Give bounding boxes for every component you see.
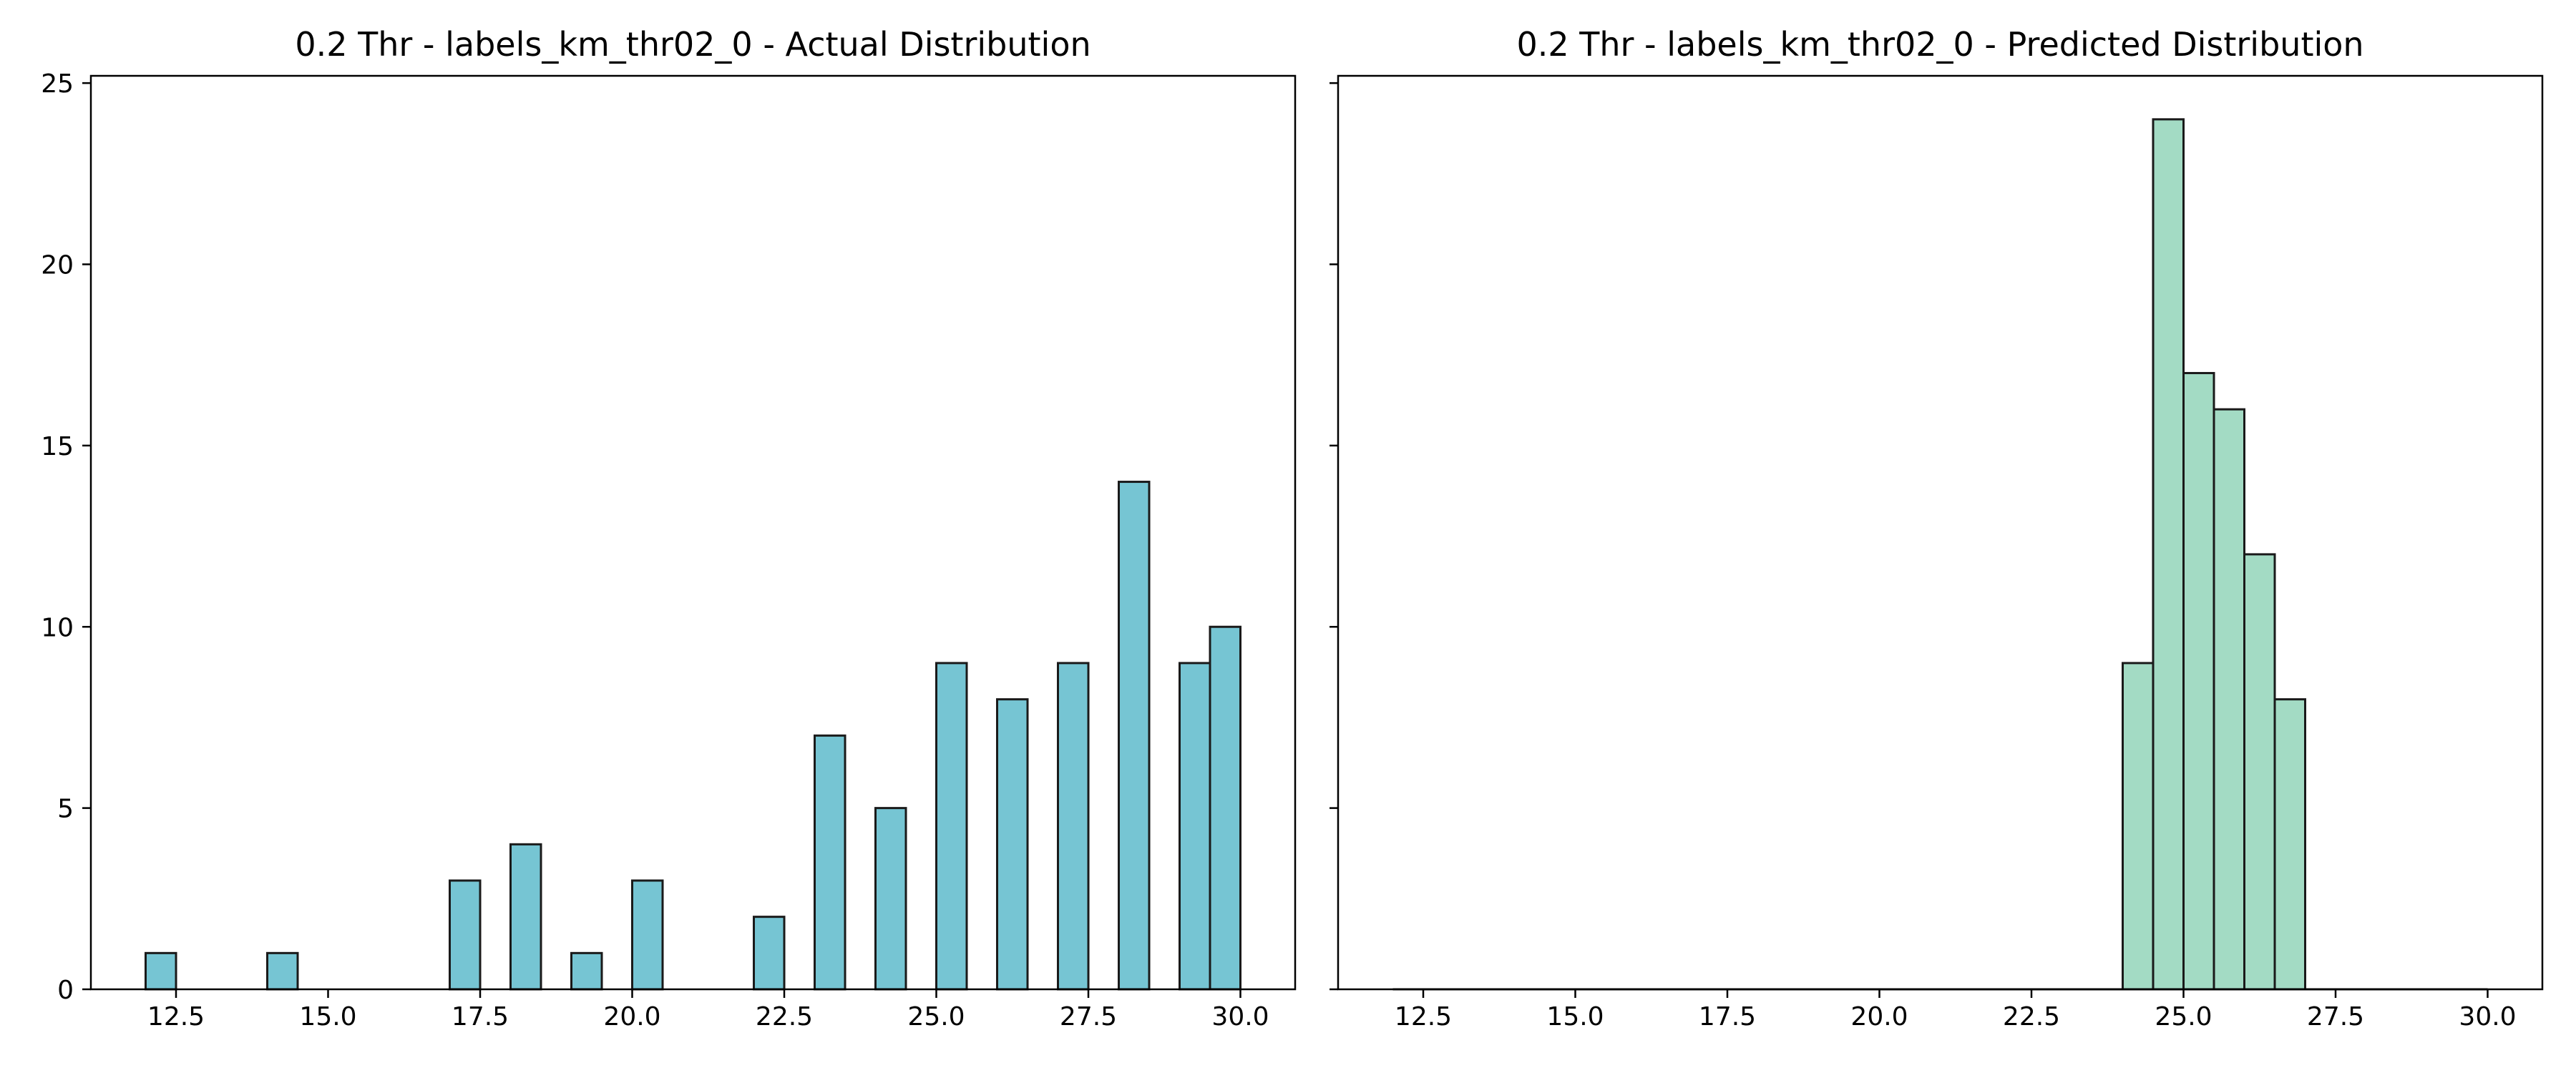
histogram-bar (1118, 481, 1151, 991)
x-tick-label: 12.5 (147, 1002, 205, 1032)
histogram-bar (935, 662, 968, 991)
chart-title: 0.2 Thr - labels_km_thr02_0 - Predicted … (1516, 25, 2363, 64)
histogram-bar (2212, 408, 2245, 991)
y-tick-label: 5 (57, 795, 74, 824)
histogram-bar (2182, 372, 2215, 991)
x-tick-label: 27.5 (1060, 1002, 1117, 1032)
x-tick-label: 27.5 (2307, 1002, 2364, 1032)
x-tick-label: 22.5 (756, 1002, 813, 1032)
x-tick-label: 25.0 (907, 1002, 965, 1032)
x-tick-label: 12.5 (1395, 1002, 1452, 1032)
histogram-bar (2152, 118, 2185, 991)
histogram-bar (814, 734, 847, 991)
x-tick-label: 17.5 (452, 1002, 509, 1032)
histogram-bar (1057, 662, 1090, 991)
chart-panel-1: 0.2 Thr - labels_km_thr02_0 - Actual Dis… (41, 25, 1297, 1032)
x-tick-label: 20.0 (1850, 1002, 1908, 1032)
histogram-bar (509, 843, 542, 991)
x-tick-label: 30.0 (1211, 1002, 1269, 1032)
histogram-bar (2122, 662, 2155, 991)
y-tick-label: 10 (41, 613, 74, 642)
x-tick-label: 15.0 (299, 1002, 356, 1032)
plot-frame (1337, 74, 2544, 991)
histogram-bar (2243, 553, 2276, 991)
y-tick-label: 0 (57, 976, 74, 1005)
x-tick-label: 15.0 (1546, 1002, 1604, 1032)
histogram-bar (2273, 698, 2306, 991)
x-tick-label: 25.0 (2155, 1002, 2212, 1032)
histogram-bar (996, 698, 1029, 991)
chart-panel-2: 0.2 Thr - labels_km_thr02_0 - Predicted … (1330, 25, 2544, 1032)
x-tick-label: 30.0 (2459, 1002, 2516, 1032)
histogram-bar (631, 879, 664, 991)
plot-frame (89, 74, 1297, 991)
y-tick-label: 25 (41, 69, 74, 99)
y-tick-label: 15 (41, 432, 74, 461)
histogram-bar (449, 879, 482, 991)
histogram-bar (874, 807, 907, 991)
y-tick-label: 20 (41, 251, 74, 280)
x-tick-label: 22.5 (2003, 1002, 2060, 1032)
histogram-bar (145, 951, 177, 991)
chart-title: 0.2 Thr - labels_km_thr02_0 - Actual Dis… (295, 25, 1091, 64)
histogram-bar (570, 951, 603, 991)
histogram-bar (753, 916, 786, 991)
x-tick-label: 17.5 (1699, 1002, 1756, 1032)
histogram-bar (266, 951, 299, 991)
histogram-bar (1209, 625, 1241, 991)
x-tick-label: 20.0 (603, 1002, 660, 1032)
histogram-bar (1179, 662, 1211, 991)
